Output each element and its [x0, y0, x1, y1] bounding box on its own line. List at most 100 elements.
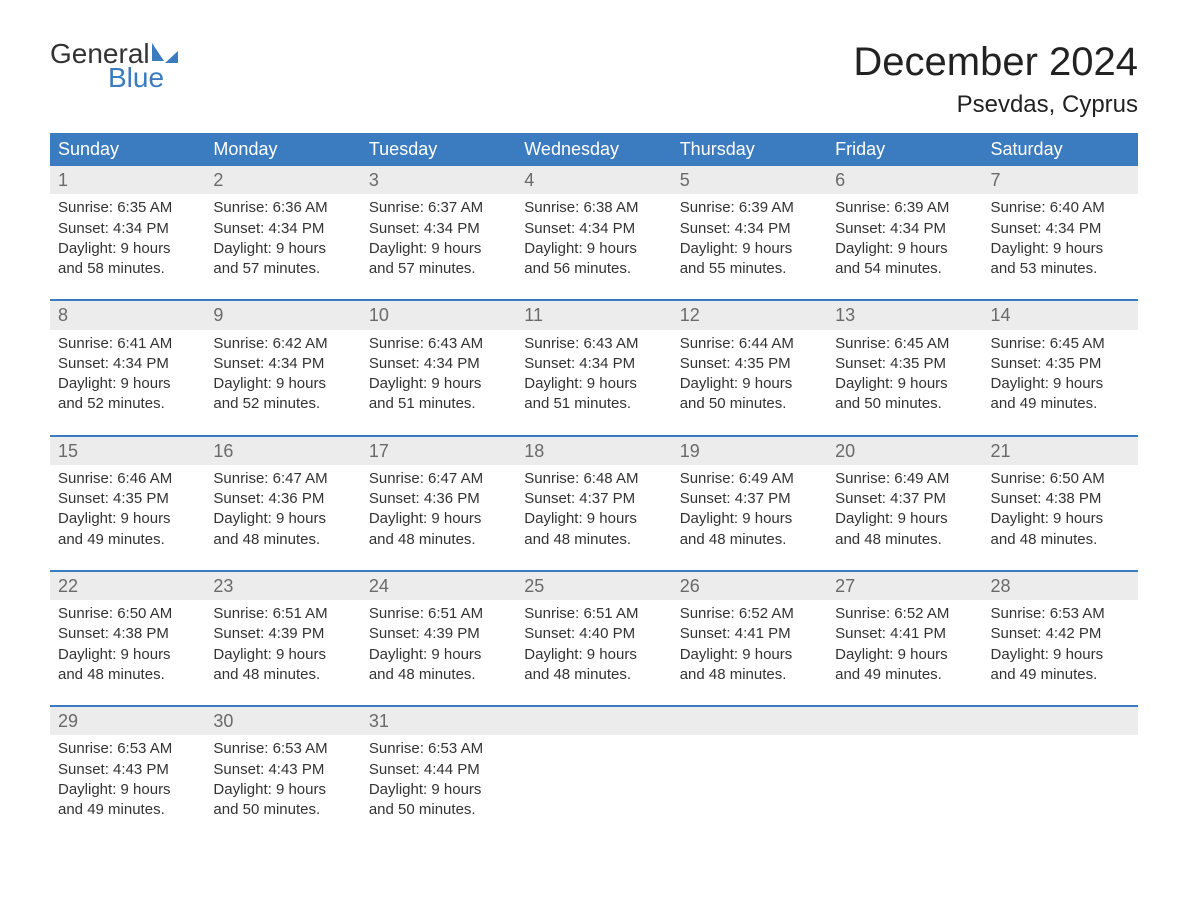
daylight-text: and 48 minutes.: [835, 530, 974, 550]
calendar-cell: 17Sunrise: 6:47 AMSunset: 4:36 PMDayligh…: [361, 437, 516, 560]
sunset-text: Sunset: 4:34 PM: [213, 219, 352, 239]
calendar-cell: 25Sunrise: 6:51 AMSunset: 4:40 PMDayligh…: [516, 572, 671, 695]
cell-body: Sunrise: 6:50 AMSunset: 4:38 PMDaylight:…: [983, 465, 1138, 560]
calendar-cell: 13Sunrise: 6:45 AMSunset: 4:35 PMDayligh…: [827, 301, 982, 424]
sunrise-text: Sunrise: 6:43 AM: [369, 334, 508, 354]
cell-body: Sunrise: 6:37 AMSunset: 4:34 PMDaylight:…: [361, 194, 516, 289]
calendar-cell: 30Sunrise: 6:53 AMSunset: 4:43 PMDayligh…: [205, 707, 360, 830]
calendar-cell: 6Sunrise: 6:39 AMSunset: 4:34 PMDaylight…: [827, 166, 982, 289]
daylight-text: Daylight: 9 hours: [213, 645, 352, 665]
day-number: 21: [983, 437, 1138, 465]
daylight-text: Daylight: 9 hours: [213, 780, 352, 800]
daylight-text: Daylight: 9 hours: [524, 374, 663, 394]
month-title: December 2024: [853, 40, 1138, 85]
daylight-text: and 51 minutes.: [524, 394, 663, 414]
cell-body: Sunrise: 6:53 AMSunset: 4:42 PMDaylight:…: [983, 600, 1138, 695]
sunrise-text: Sunrise: 6:53 AM: [213, 739, 352, 759]
sunset-text: Sunset: 4:36 PM: [369, 489, 508, 509]
sunset-text: Sunset: 4:34 PM: [213, 354, 352, 374]
cell-body: Sunrise: 6:45 AMSunset: 4:35 PMDaylight:…: [983, 330, 1138, 425]
weekday-label: Wednesday: [516, 133, 671, 166]
sunset-text: Sunset: 4:38 PM: [58, 624, 197, 644]
calendar-cell: 18Sunrise: 6:48 AMSunset: 4:37 PMDayligh…: [516, 437, 671, 560]
daylight-text: Daylight: 9 hours: [369, 374, 508, 394]
calendar-cell: 19Sunrise: 6:49 AMSunset: 4:37 PMDayligh…: [672, 437, 827, 560]
calendar-cell: 8Sunrise: 6:41 AMSunset: 4:34 PMDaylight…: [50, 301, 205, 424]
flag-icon: [152, 40, 178, 60]
sunset-text: Sunset: 4:43 PM: [213, 760, 352, 780]
sunset-text: Sunset: 4:34 PM: [524, 354, 663, 374]
sunset-text: Sunset: 4:42 PM: [991, 624, 1130, 644]
daylight-text: Daylight: 9 hours: [58, 374, 197, 394]
calendar-cell: 22Sunrise: 6:50 AMSunset: 4:38 PMDayligh…: [50, 572, 205, 695]
daylight-text: and 56 minutes.: [524, 259, 663, 279]
day-number: 6: [827, 166, 982, 194]
daylight-text: Daylight: 9 hours: [58, 239, 197, 259]
cell-body: Sunrise: 6:47 AMSunset: 4:36 PMDaylight:…: [205, 465, 360, 560]
daylight-text: Daylight: 9 hours: [680, 645, 819, 665]
daylight-text: Daylight: 9 hours: [213, 509, 352, 529]
daylight-text: Daylight: 9 hours: [58, 780, 197, 800]
calendar-cell: [983, 707, 1138, 830]
weekday-label: Sunday: [50, 133, 205, 166]
sunset-text: Sunset: 4:34 PM: [835, 219, 974, 239]
sunrise-text: Sunrise: 6:41 AM: [58, 334, 197, 354]
day-number: 1: [50, 166, 205, 194]
sunset-text: Sunset: 4:39 PM: [369, 624, 508, 644]
calendar: Sunday Monday Tuesday Wednesday Thursday…: [50, 133, 1138, 830]
cell-body: Sunrise: 6:51 AMSunset: 4:39 PMDaylight:…: [205, 600, 360, 695]
calendar-cell: 3Sunrise: 6:37 AMSunset: 4:34 PMDaylight…: [361, 166, 516, 289]
title-block: December 2024 Psevdas, Cyprus: [853, 40, 1138, 119]
weekday-label: Tuesday: [361, 133, 516, 166]
cell-body: Sunrise: 6:44 AMSunset: 4:35 PMDaylight:…: [672, 330, 827, 425]
sunrise-text: Sunrise: 6:49 AM: [680, 469, 819, 489]
week-row: 15Sunrise: 6:46 AMSunset: 4:35 PMDayligh…: [50, 435, 1138, 560]
sunrise-text: Sunrise: 6:43 AM: [524, 334, 663, 354]
day-number: 9: [205, 301, 360, 329]
sunrise-text: Sunrise: 6:50 AM: [991, 469, 1130, 489]
sunset-text: Sunset: 4:44 PM: [369, 760, 508, 780]
sunset-text: Sunset: 4:41 PM: [680, 624, 819, 644]
daylight-text: and 48 minutes.: [369, 665, 508, 685]
logo-word2: Blue: [108, 64, 164, 92]
day-number: 20: [827, 437, 982, 465]
daylight-text: and 50 minutes.: [680, 394, 819, 414]
day-number: 2: [205, 166, 360, 194]
sunrise-text: Sunrise: 6:39 AM: [835, 198, 974, 218]
sunset-text: Sunset: 4:36 PM: [213, 489, 352, 509]
day-number: 7: [983, 166, 1138, 194]
daylight-text: Daylight: 9 hours: [835, 645, 974, 665]
weeks-container: 1Sunrise: 6:35 AMSunset: 4:34 PMDaylight…: [50, 166, 1138, 830]
daylight-text: and 57 minutes.: [369, 259, 508, 279]
sunrise-text: Sunrise: 6:49 AM: [835, 469, 974, 489]
weekday-label: Thursday: [672, 133, 827, 166]
calendar-cell: 21Sunrise: 6:50 AMSunset: 4:38 PMDayligh…: [983, 437, 1138, 560]
sunrise-text: Sunrise: 6:39 AM: [680, 198, 819, 218]
calendar-cell: 4Sunrise: 6:38 AMSunset: 4:34 PMDaylight…: [516, 166, 671, 289]
week-row: 29Sunrise: 6:53 AMSunset: 4:43 PMDayligh…: [50, 705, 1138, 830]
daylight-text: and 48 minutes.: [680, 665, 819, 685]
daylight-text: and 48 minutes.: [369, 530, 508, 550]
cell-body: Sunrise: 6:45 AMSunset: 4:35 PMDaylight:…: [827, 330, 982, 425]
calendar-cell: [672, 707, 827, 830]
cell-body: Sunrise: 6:40 AMSunset: 4:34 PMDaylight:…: [983, 194, 1138, 289]
daylight-text: Daylight: 9 hours: [524, 509, 663, 529]
sunset-text: Sunset: 4:38 PM: [991, 489, 1130, 509]
calendar-cell: 1Sunrise: 6:35 AMSunset: 4:34 PMDaylight…: [50, 166, 205, 289]
day-number: 27: [827, 572, 982, 600]
daylight-text: Daylight: 9 hours: [680, 374, 819, 394]
location: Psevdas, Cyprus: [853, 91, 1138, 119]
sunset-text: Sunset: 4:35 PM: [991, 354, 1130, 374]
cell-body: Sunrise: 6:51 AMSunset: 4:39 PMDaylight:…: [361, 600, 516, 695]
daylight-text: Daylight: 9 hours: [991, 239, 1130, 259]
sunset-text: Sunset: 4:34 PM: [680, 219, 819, 239]
day-number: 31: [361, 707, 516, 735]
sunrise-text: Sunrise: 6:48 AM: [524, 469, 663, 489]
sunrise-text: Sunrise: 6:44 AM: [680, 334, 819, 354]
sunset-text: Sunset: 4:37 PM: [680, 489, 819, 509]
daylight-text: and 48 minutes.: [991, 530, 1130, 550]
weekday-label: Friday: [827, 133, 982, 166]
cell-body: Sunrise: 6:46 AMSunset: 4:35 PMDaylight:…: [50, 465, 205, 560]
cell-body: Sunrise: 6:42 AMSunset: 4:34 PMDaylight:…: [205, 330, 360, 425]
cell-body: Sunrise: 6:53 AMSunset: 4:44 PMDaylight:…: [361, 735, 516, 830]
